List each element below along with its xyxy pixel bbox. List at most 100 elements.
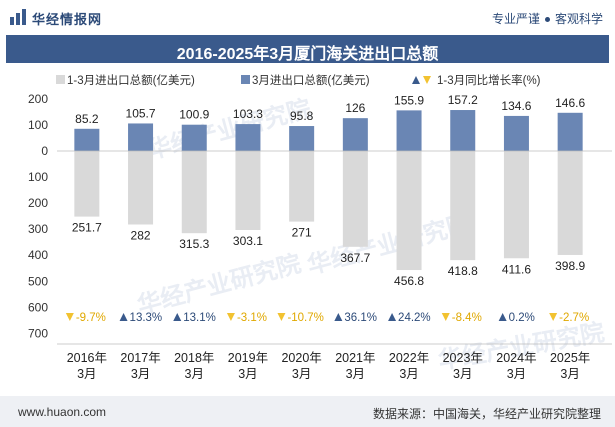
data-label-monthly: 134.6 (501, 99, 531, 113)
bar-cumulative (342, 151, 368, 247)
y-tick-label: 600 (28, 300, 48, 314)
growth-indicator: -8.4% (441, 312, 482, 324)
data-label-cumulative: 367.7 (340, 251, 370, 265)
down-triangle-icon (549, 313, 558, 321)
growth-label: -3.1% (237, 312, 267, 324)
growth-indicator: 24.2% (388, 312, 431, 324)
bar-monthly (503, 115, 529, 151)
chart-title: 2016-2025年3月厦门海关进出口总额 (176, 46, 439, 63)
up-triangle-icon (498, 313, 507, 321)
x-tick-label: 2024年 3月 (496, 351, 536, 381)
bar-monthly (342, 118, 368, 151)
growth-label: -10.7% (287, 312, 323, 324)
x-tick-label: 2019年 3月 (228, 351, 268, 381)
bar-monthly (128, 123, 154, 151)
growth-indicator: -2.7% (549, 312, 589, 324)
data-label-cumulative: 456.8 (394, 274, 424, 288)
footer-bar: www.huaon.com 数据来源：中国海关，华经产业研究院整理 (0, 396, 615, 427)
growth-indicator: -3.1% (226, 312, 267, 324)
growth-label: 13.3% (130, 312, 163, 324)
x-tick-label: 2021年 3月 (335, 351, 375, 381)
legend-swatch-monthly (241, 75, 250, 84)
down-triangle-icon (277, 313, 286, 321)
growth-label: -9.7% (76, 312, 106, 324)
growth-indicator: 0.2% (498, 312, 535, 324)
up-triangle-icon (119, 313, 128, 321)
x-tick-label: 2025年 3月 (550, 351, 590, 381)
data-label-monthly: 157.2 (448, 93, 478, 107)
data-label-cumulative: 271 (292, 226, 312, 240)
data-label-monthly: 95.8 (290, 109, 314, 123)
down-triangle-icon (65, 313, 74, 321)
y-tick-label: 500 (28, 274, 48, 288)
legend-swatch-cumulative (56, 75, 65, 84)
y-tick-label: 400 (28, 248, 48, 262)
bar-cumulative (128, 151, 154, 225)
data-label-cumulative: 282 (131, 228, 151, 242)
down-triangle-icon (226, 313, 235, 321)
growth-label: 0.2% (509, 312, 535, 324)
bar-cumulative (289, 151, 315, 222)
y-axis: 200 100 0 100 200 300 400 500 600 700 (28, 92, 48, 341)
data-label-monthly: 126 (345, 101, 365, 115)
y-tick-label: 100 (28, 170, 48, 184)
y-tick-label: 0 (41, 144, 48, 158)
data-source: 数据来源：中国海关，华经产业研究院整理 (372, 407, 601, 421)
growth-indicator: -9.7% (65, 312, 106, 324)
title-bar: 2016-2025年3月厦门海关进出口总额 (6, 35, 609, 63)
legend-label-growth: 1-3月同比增长率(%) (437, 73, 541, 87)
growth-indicator: 13.1% (173, 312, 216, 324)
data-label-cumulative: 303.1 (233, 234, 263, 248)
x-tick-label: 2022年 3月 (389, 351, 429, 381)
y-tick-label: 700 (28, 326, 48, 340)
data-label-monthly: 85.2 (75, 112, 99, 126)
bar-monthly (235, 124, 261, 151)
y-tick-label: 300 (28, 222, 48, 236)
brand-name: 华经情报网 (32, 12, 103, 27)
legend-up-triangle-icon (412, 76, 420, 84)
growth-label: -8.4% (452, 312, 482, 324)
x-tick-label: 2018年 3月 (174, 351, 214, 381)
data-label-monthly: 155.9 (394, 93, 424, 107)
bar-monthly (557, 112, 583, 151)
legend: 1-3月进出口总额(亿美元) 3月进出口总额(亿美元) 1-3月同比增长率(%) (56, 73, 541, 87)
header-bar: 华经情报网 专业严谨 客观科学 (0, 0, 615, 34)
brand-logo-icon (10, 9, 26, 25)
growth-indicator: -10.7% (277, 312, 324, 324)
bar-cumulative (74, 151, 100, 217)
growth-label: -2.7% (559, 312, 589, 324)
up-triangle-icon (388, 313, 397, 321)
watermark-text: 华经产业研究院 (144, 94, 314, 165)
website-link[interactable]: www.huaon.com (18, 405, 107, 419)
bar-cumulative (181, 151, 207, 234)
bar-monthly (181, 124, 207, 151)
bar-monthly (74, 128, 100, 151)
dot-icon (544, 16, 550, 22)
bar-cumulative (450, 151, 476, 261)
watermark-text: 华经产业研究院 (134, 249, 304, 320)
bar-cumulative (557, 151, 583, 255)
up-triangle-icon (334, 313, 343, 321)
legend-label-monthly: 3月进出口总额(亿美元) (252, 73, 370, 87)
legend-label-cumulative: 1-3月进出口总额(亿美元) (67, 73, 195, 87)
x-tick-label: 2023年 3月 (443, 351, 483, 381)
data-label-monthly: 103.3 (233, 107, 263, 121)
data-label-cumulative: 315.3 (179, 237, 209, 251)
bar-cumulative (396, 151, 422, 271)
y-tick-label: 200 (28, 92, 48, 106)
growth-label: 24.2% (398, 312, 431, 324)
x-tick-label: 2016年 3月 (67, 351, 107, 381)
data-label-monthly: 105.7 (126, 106, 156, 120)
legend-down-triangle-icon (423, 76, 431, 84)
data-label-cumulative: 251.7 (72, 221, 102, 235)
down-triangle-icon (441, 313, 450, 321)
bar-monthly (396, 110, 422, 151)
x-axis: 2016年 3月 2017年 3月 2018年 3月 2019年 3月 2020年 3月 2021年… (57, 343, 612, 381)
growth-indicator: 13.3% (119, 312, 163, 324)
x-tick-label: 2017年 3月 (120, 351, 160, 381)
bar-cumulative (503, 151, 529, 259)
y-tick-label: 200 (28, 196, 48, 210)
tagline: 专业严谨 客观科学 (492, 10, 603, 27)
